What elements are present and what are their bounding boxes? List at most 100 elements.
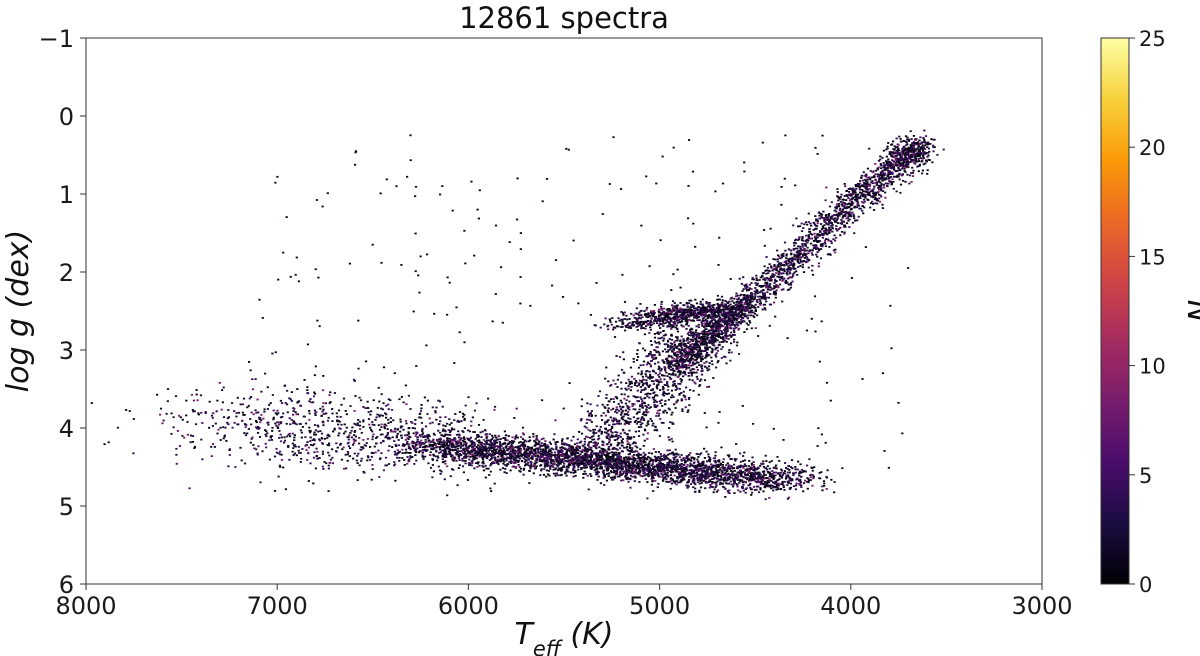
density-point [411, 444, 414, 447]
density-point [378, 400, 381, 403]
density-point [719, 464, 722, 466]
density-point [718, 471, 721, 474]
density-point [468, 438, 471, 440]
density-point [292, 413, 295, 416]
density-point [580, 466, 583, 469]
density-point [503, 458, 506, 460]
density-point [800, 486, 803, 488]
density-point [371, 468, 374, 470]
density-point [630, 458, 633, 461]
density-point [580, 459, 583, 462]
density-point [435, 450, 438, 453]
density-point [798, 474, 801, 477]
density-point [517, 460, 520, 462]
density-point [742, 480, 746, 483]
density-point [747, 477, 750, 480]
density-point [664, 400, 667, 402]
density-point [626, 437, 629, 440]
density-point [727, 351, 731, 354]
density-point [601, 452, 604, 455]
density-point [539, 448, 542, 451]
density-point [409, 448, 412, 451]
density-point [553, 455, 557, 458]
density-point [427, 440, 430, 443]
density-point [444, 462, 447, 465]
density-point [266, 408, 269, 410]
density-point [264, 433, 267, 436]
density-point [265, 446, 268, 449]
density-point [695, 453, 698, 455]
density-point [744, 488, 747, 490]
density-point [331, 456, 334, 459]
density-point [265, 435, 268, 438]
density-point [798, 470, 802, 473]
density-point [685, 456, 689, 459]
density-point [657, 462, 660, 465]
density-point [621, 459, 624, 462]
density-point [723, 473, 726, 476]
density-point [721, 464, 724, 466]
plot-background [86, 38, 1042, 584]
density-point [358, 437, 361, 439]
density-point [619, 471, 622, 474]
density-point [211, 417, 214, 419]
density-point [758, 481, 761, 484]
density-point [642, 470, 645, 473]
density-point [526, 463, 529, 466]
density-point [643, 463, 646, 466]
density-point [559, 468, 562, 471]
density-point [407, 431, 410, 434]
density-point [388, 445, 391, 447]
density-point [732, 485, 735, 488]
density-point [786, 468, 789, 470]
density-point [586, 458, 589, 461]
density-point [483, 454, 486, 457]
density-point [406, 462, 409, 465]
density-point [270, 435, 274, 437]
density-point [596, 442, 599, 445]
density-point [717, 359, 720, 362]
density-point [107, 441, 110, 444]
density-point [478, 445, 481, 448]
density-point [500, 458, 503, 461]
density-point [599, 463, 602, 466]
density-point [733, 481, 736, 484]
density-point [532, 455, 535, 458]
density-point [181, 434, 184, 437]
density-point [505, 459, 508, 462]
density-point [606, 457, 610, 460]
density-point [522, 457, 525, 460]
density-point [292, 422, 295, 425]
density-point [611, 457, 614, 460]
density-point [670, 361, 673, 364]
density-point [375, 437, 378, 439]
density-point [648, 470, 651, 473]
density-point [437, 423, 440, 426]
density-point [431, 458, 434, 460]
density-point [468, 458, 471, 461]
density-point [468, 464, 471, 466]
density-point [659, 475, 662, 478]
density-point [409, 452, 412, 454]
density-point [481, 454, 484, 457]
density-point [445, 456, 448, 458]
density-point [345, 426, 348, 429]
density-point [328, 435, 331, 438]
density-point [683, 468, 686, 471]
density-point [514, 436, 517, 438]
density-point [415, 450, 418, 452]
density-point [448, 423, 451, 426]
density-point [455, 452, 459, 454]
density-point [762, 490, 765, 493]
density-point [311, 444, 314, 447]
density-point [444, 450, 447, 452]
density-point [594, 461, 597, 463]
density-point [608, 458, 611, 461]
density-point [509, 460, 513, 462]
density-point [609, 456, 612, 458]
density-point [776, 456, 779, 458]
density-point [249, 441, 252, 444]
density-point [657, 482, 660, 485]
density-point [507, 457, 510, 459]
density-point [356, 424, 359, 427]
